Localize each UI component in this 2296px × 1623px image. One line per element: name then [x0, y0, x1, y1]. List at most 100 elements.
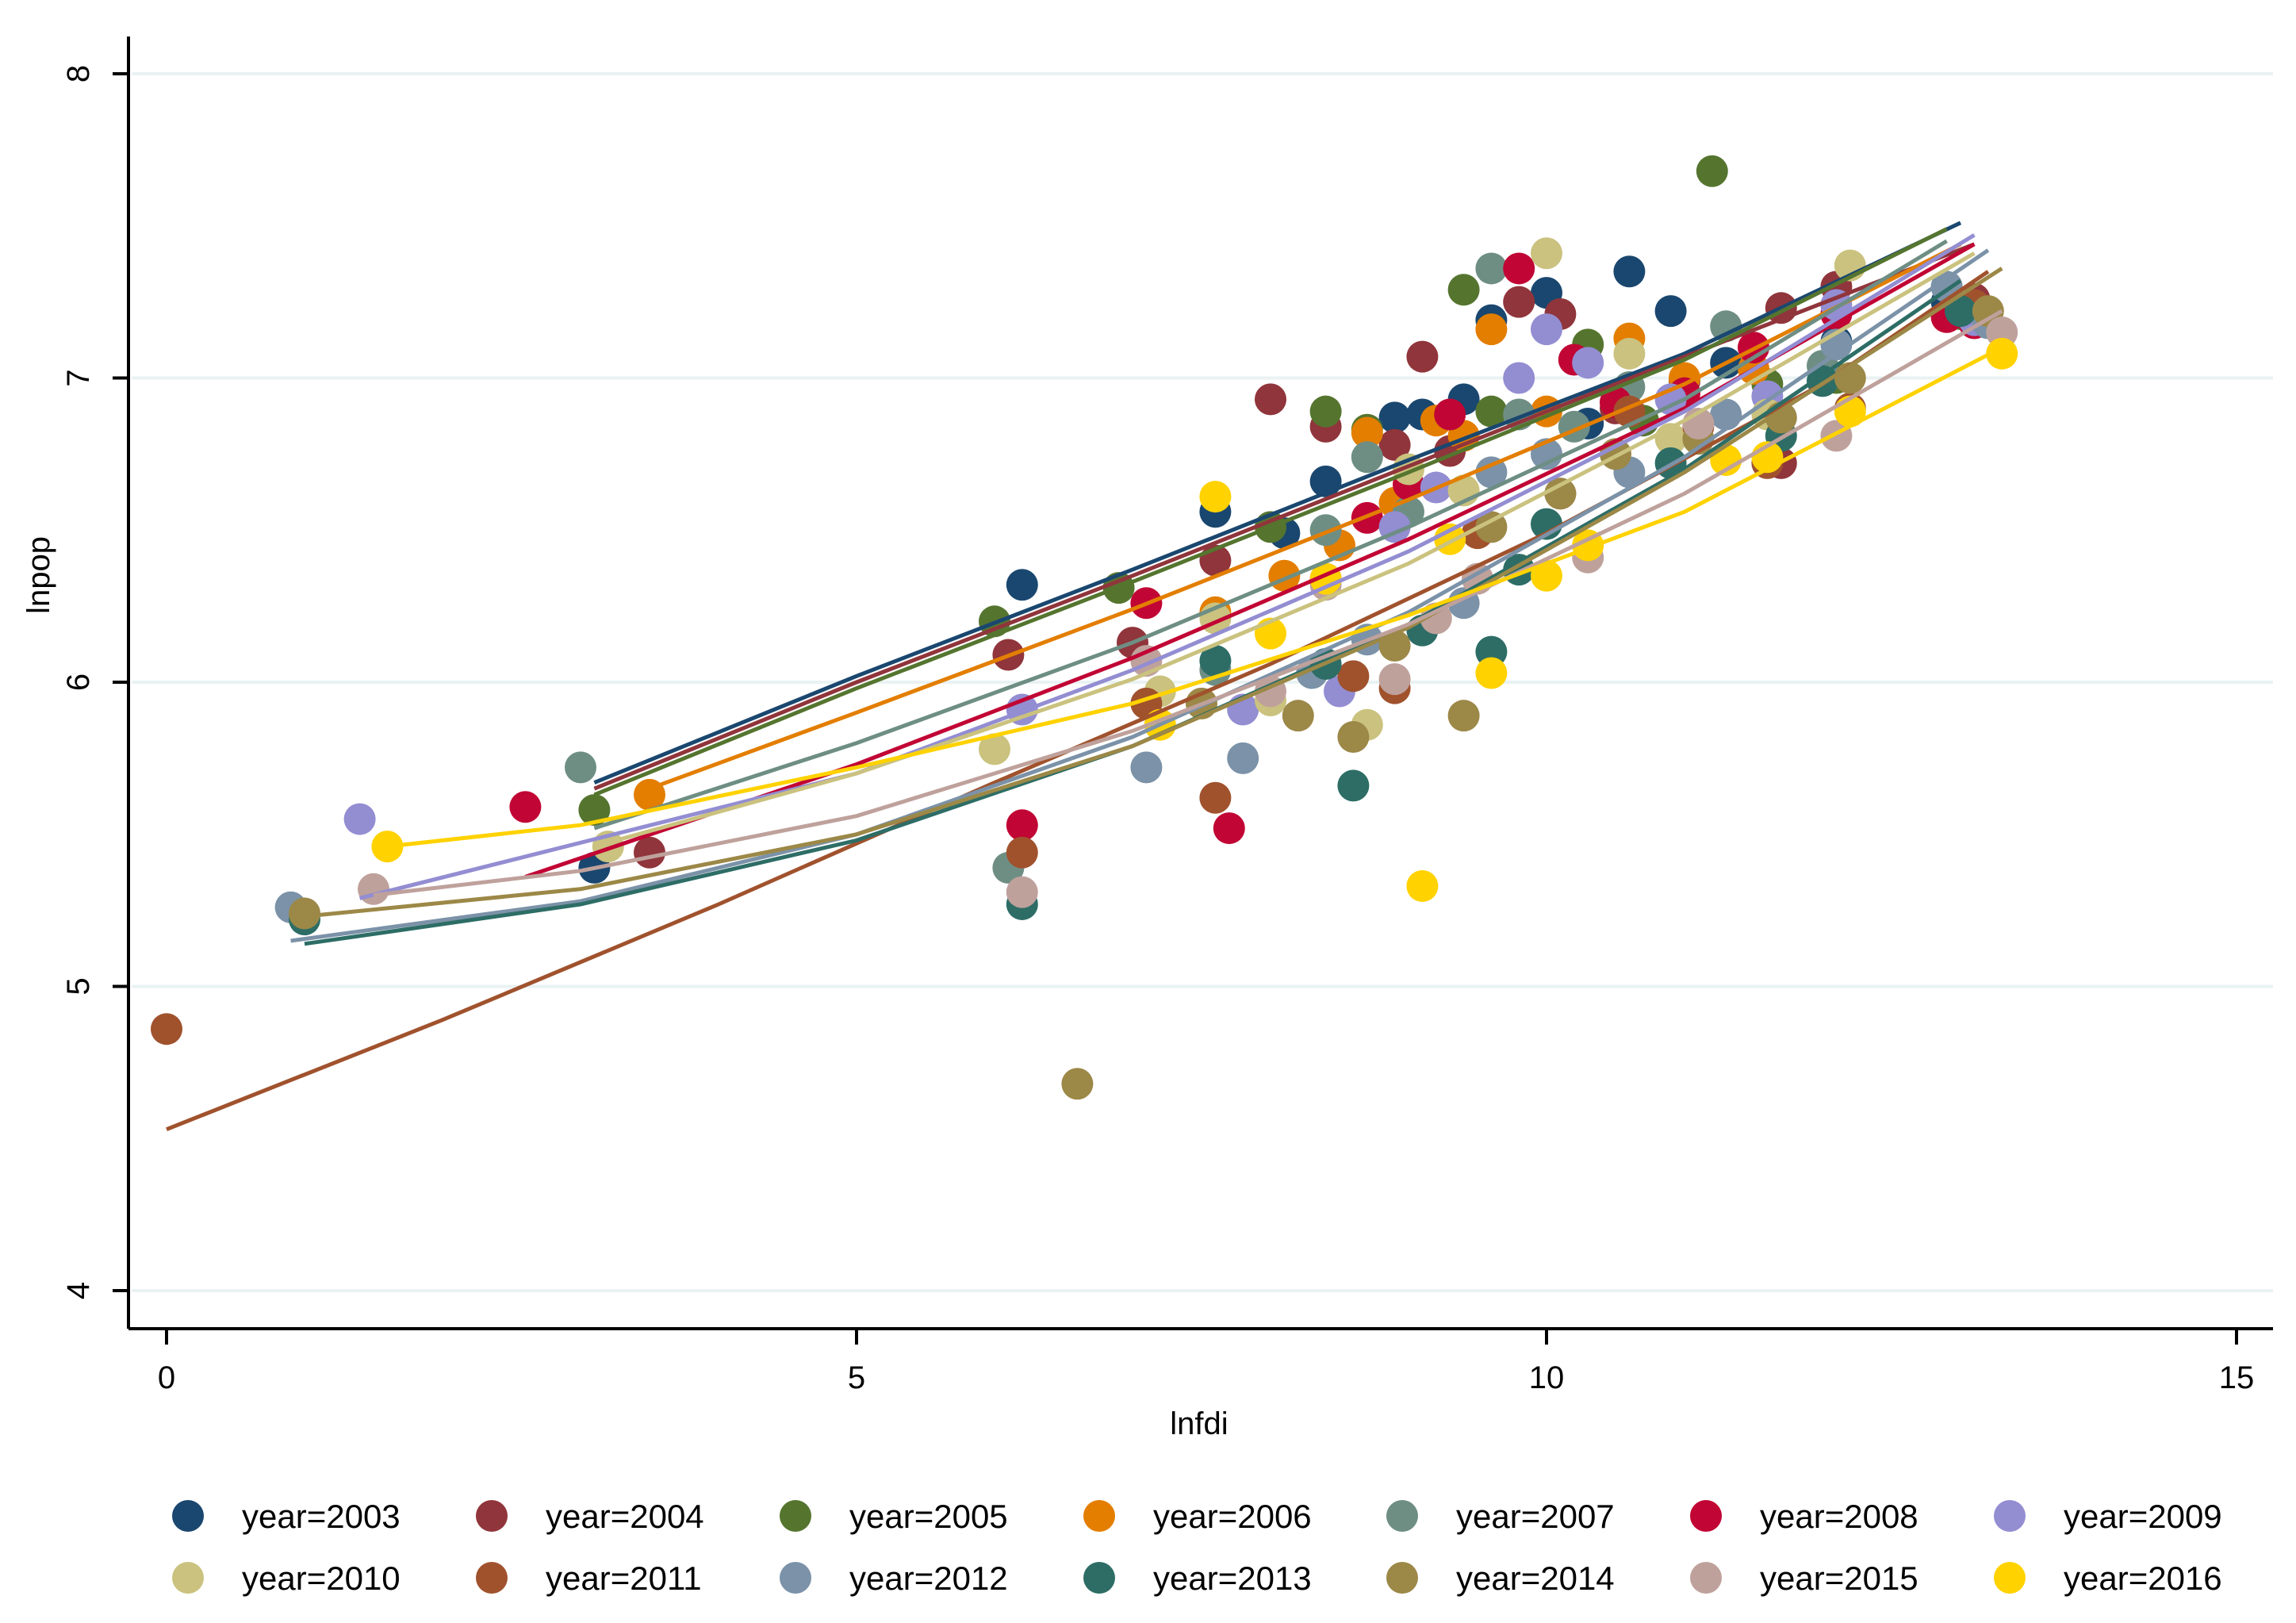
data-point [1337, 660, 1370, 693]
x-tick-label: 15 [2219, 1360, 2255, 1395]
data-point [979, 733, 1010, 765]
data-point [1531, 313, 1562, 346]
data-point [1986, 337, 2018, 370]
fit-line [593, 227, 1948, 797]
data-point [1378, 428, 1411, 461]
legend-marker [476, 1500, 508, 1532]
data-point [1006, 876, 1038, 908]
legend-label: year=2004 [546, 1498, 704, 1535]
fit-line [649, 242, 1962, 791]
data-point [1406, 340, 1439, 373]
legend-item: year=2006 [1083, 1498, 1312, 1535]
y-axis-title: lnpop [21, 536, 56, 614]
legend-label: year=2016 [2064, 1560, 2222, 1597]
data-point [578, 794, 611, 827]
legend-item: year=2012 [780, 1560, 1008, 1597]
legend-item: year=2003 [172, 1498, 401, 1535]
data-point [1282, 700, 1314, 732]
x-tick-label: 10 [1529, 1360, 1565, 1395]
data-point [1337, 769, 1370, 802]
fit-line [593, 251, 1976, 849]
data-point [1420, 602, 1452, 635]
data-point [1447, 700, 1480, 732]
data-point [1447, 274, 1480, 306]
data-point [1351, 416, 1383, 449]
legend-marker [1386, 1500, 1418, 1532]
data-point [1544, 478, 1577, 510]
data-point [1378, 663, 1411, 696]
legend-marker [1083, 1562, 1115, 1594]
legend-item: year=2011 [476, 1560, 702, 1597]
legend-label: year=2013 [1153, 1560, 1312, 1597]
data-point [1061, 1068, 1094, 1100]
fit-line [166, 270, 1990, 1132]
legend-marker [1994, 1562, 2026, 1594]
data-point [1351, 441, 1383, 474]
data-point [1006, 569, 1038, 601]
series-year2005 [578, 155, 1976, 827]
legend-item: year=2016 [1994, 1560, 2222, 1597]
legend-marker [1690, 1562, 1722, 1594]
data-point [1503, 362, 1535, 394]
data-point [1572, 347, 1604, 379]
data-point [1434, 398, 1466, 431]
data-point [289, 897, 320, 930]
y-tick-label: 4 [61, 1282, 96, 1299]
series-year2013 [289, 295, 1976, 936]
legend-label: year=2015 [1760, 1560, 1918, 1597]
x-tick-label: 5 [848, 1360, 865, 1395]
legend-item: year=2014 [1386, 1560, 1615, 1597]
fit-lines [166, 221, 2003, 1132]
fit-line [593, 239, 1948, 831]
legend-marker [1690, 1500, 1722, 1532]
legend-label: year=2010 [242, 1560, 401, 1597]
scatter-points [151, 155, 2018, 1100]
fit-line [593, 221, 1962, 785]
data-point [1475, 395, 1508, 428]
fit-line [593, 242, 1976, 791]
legend-marker [172, 1500, 204, 1532]
legend-label: year=2008 [1760, 1498, 1918, 1535]
data-point [1199, 781, 1232, 814]
data-point [1130, 751, 1163, 784]
data-point [1613, 337, 1646, 370]
data-point [1475, 657, 1508, 689]
y-tick-label: 6 [61, 673, 96, 691]
legend-label: year=2006 [1153, 1498, 1312, 1535]
y-tick-label: 8 [61, 65, 96, 82]
data-point [1378, 401, 1411, 434]
data-point [1406, 869, 1439, 902]
y-tick-label: 5 [61, 977, 96, 995]
data-point [1531, 237, 1562, 270]
y-tick-label: 7 [61, 369, 96, 386]
data-point [565, 751, 596, 784]
legend-label: year=2005 [849, 1498, 1008, 1535]
legend-item: year=2008 [1690, 1498, 1918, 1535]
legend-marker [172, 1562, 204, 1594]
data-point [1227, 742, 1259, 774]
data-point [1503, 286, 1535, 318]
legend-item: year=2010 [172, 1560, 401, 1597]
legend-marker [780, 1500, 811, 1532]
legend-marker [1386, 1562, 1418, 1594]
data-point [1945, 295, 1976, 328]
data-point [1213, 812, 1245, 845]
legend-item: year=2015 [1690, 1560, 1918, 1597]
fit-line [290, 248, 1990, 943]
legend-label: year=2009 [2064, 1498, 2222, 1535]
data-point [1006, 809, 1038, 842]
data-point [1475, 456, 1508, 489]
legend-item: year=2007 [1386, 1498, 1615, 1535]
ticks: 4 5 6 7 8 0 5 10 15 [61, 65, 2254, 1395]
data-point [1309, 514, 1342, 547]
fit-line [387, 345, 2003, 849]
data-point [1199, 481, 1232, 513]
data-point [1696, 155, 1728, 187]
legend-label: year=2003 [242, 1498, 401, 1535]
legend-label: year=2011 [546, 1560, 702, 1597]
data-point [1434, 523, 1466, 555]
data-point [343, 803, 376, 835]
legend-marker [1083, 1500, 1115, 1532]
data-point [358, 873, 389, 905]
